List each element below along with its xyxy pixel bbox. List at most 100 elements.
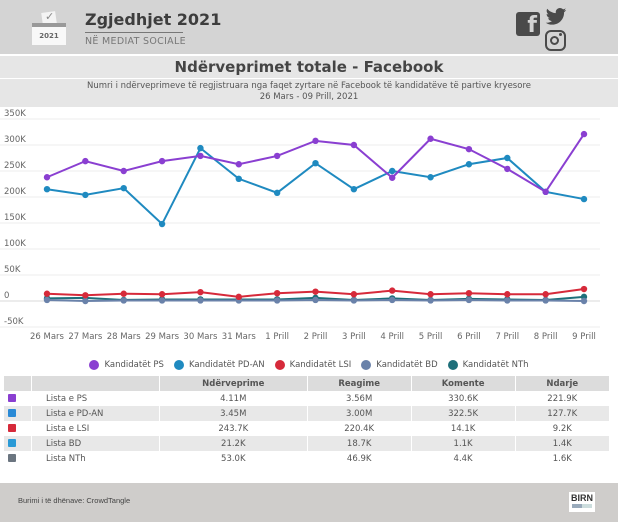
- brand-divider: [85, 32, 183, 33]
- x-tick-label: 6 Prill: [457, 332, 481, 342]
- data-point[interactable]: [82, 292, 89, 299]
- data-point[interactable]: [43, 186, 51, 193]
- ballot-year: 2021: [32, 27, 66, 45]
- series-kandidat-t-ps: [43, 130, 588, 195]
- legend-item[interactable]: Kandidatët LSI: [274, 360, 351, 370]
- data-point[interactable]: [158, 157, 166, 165]
- data-point[interactable]: [120, 297, 127, 304]
- data-point[interactable]: [43, 290, 51, 297]
- table-header-reactions[interactable]: Reagime: [306, 376, 412, 391]
- data-point[interactable]: [43, 174, 51, 181]
- data-point[interactable]: [580, 130, 588, 138]
- data-point[interactable]: [542, 297, 549, 304]
- x-tick-label: 29 Mars: [145, 332, 180, 342]
- data-point[interactable]: [427, 297, 434, 304]
- table-header-interactions[interactable]: Ndërveprime: [158, 376, 308, 391]
- twitter-icon[interactable]: [545, 8, 567, 25]
- data-point[interactable]: [427, 291, 434, 298]
- data-point[interactable]: [273, 152, 281, 160]
- instagram-icon[interactable]: [545, 30, 566, 51]
- data-point[interactable]: [312, 160, 319, 167]
- table-cell-reactions: 3.00M: [306, 406, 412, 421]
- chart-series: [43, 130, 588, 305]
- data-point[interactable]: [427, 135, 434, 142]
- data-point[interactable]: [120, 167, 127, 175]
- legend-item[interactable]: Kandidatët NTh: [447, 360, 529, 370]
- table-cell-comments: 322.5K: [410, 406, 516, 421]
- data-point[interactable]: [235, 161, 242, 168]
- data-point[interactable]: [82, 297, 89, 305]
- bd-logo-icon: [8, 439, 16, 447]
- legend-item[interactable]: Kandidatët PS: [89, 360, 164, 370]
- x-tick-label: 30 Mars: [183, 332, 218, 342]
- legend-item[interactable]: Kandidatët PD-AN: [173, 360, 265, 370]
- data-point[interactable]: [389, 287, 396, 294]
- data-point[interactable]: [312, 296, 319, 304]
- data-point[interactable]: [504, 291, 511, 298]
- data-point[interactable]: [197, 288, 204, 296]
- table-cell-reactions: 220.4K: [306, 421, 412, 436]
- legend-label: Kandidatët BD: [376, 360, 438, 370]
- table-header-name: [30, 376, 160, 391]
- data-point[interactable]: [504, 165, 511, 173]
- table-cell-name: Lista e PD-AN: [30, 406, 160, 421]
- data-point[interactable]: [82, 157, 89, 165]
- data-point[interactable]: [504, 297, 511, 304]
- table-header-shares[interactable]: Ndarje: [514, 376, 609, 391]
- data-point[interactable]: [273, 297, 281, 304]
- data-point[interactable]: [350, 291, 358, 298]
- data-point[interactable]: [542, 188, 549, 195]
- data-point[interactable]: [389, 174, 396, 181]
- data-point[interactable]: [235, 293, 242, 301]
- table-row: Lista e PS 4.11M 3.56M 330.6K 221.9K: [3, 391, 609, 406]
- data-point[interactable]: [197, 152, 204, 160]
- data-point[interactable]: [427, 174, 434, 181]
- facebook-icon[interactable]: f: [516, 12, 540, 36]
- data-point[interactable]: [197, 297, 204, 304]
- data-point[interactable]: [350, 297, 358, 304]
- data-point[interactable]: [389, 167, 396, 175]
- legend-label: Kandidatët PD-AN: [188, 360, 265, 370]
- table-cell-reactions: 3.56M: [306, 391, 412, 406]
- table-cell-comments: 14.1K: [410, 421, 516, 436]
- chart-grid: [0, 118, 600, 328]
- data-point[interactable]: [158, 297, 166, 304]
- data-point[interactable]: [580, 297, 588, 305]
- data-point[interactable]: [350, 186, 358, 193]
- data-point[interactable]: [120, 290, 127, 297]
- data-point[interactable]: [235, 175, 242, 182]
- table-cell-interactions: 243.7K: [158, 421, 308, 436]
- data-point[interactable]: [273, 290, 281, 297]
- data-point[interactable]: [197, 144, 204, 152]
- data-point[interactable]: [465, 296, 473, 304]
- data-point[interactable]: [465, 145, 473, 153]
- data-point[interactable]: [389, 296, 396, 304]
- data-point[interactable]: [465, 290, 473, 297]
- table-cell-interactions: 21.2K: [158, 436, 308, 451]
- y-tick-label: 200K: [4, 187, 26, 197]
- x-tick-label: 31 Mars: [222, 332, 257, 342]
- data-point[interactable]: [273, 189, 281, 197]
- data-point[interactable]: [312, 137, 319, 145]
- data-point[interactable]: [158, 291, 166, 298]
- data-point[interactable]: [465, 161, 473, 168]
- data-point[interactable]: [312, 288, 319, 295]
- table-cell-shares: 9.2K: [514, 421, 609, 436]
- data-point[interactable]: [504, 154, 511, 162]
- data-point[interactable]: [350, 141, 358, 149]
- chart-subtitle: Numri i ndërveprimeve të regjistruara ng…: [87, 81, 531, 91]
- y-tick-label: 100K: [4, 239, 26, 249]
- footer: Burimi i të dhënave: CrowdTangle BIRN: [0, 483, 618, 522]
- data-point[interactable]: [580, 285, 588, 293]
- table-cell-shares: 1.6K: [514, 451, 609, 466]
- data-point[interactable]: [120, 184, 127, 192]
- legend-item[interactable]: Kandidatët BD: [361, 360, 438, 370]
- legend-marker-icon: [173, 360, 184, 370]
- data-point[interactable]: [82, 191, 89, 199]
- data-point[interactable]: [158, 220, 166, 228]
- data-point[interactable]: [580, 195, 588, 203]
- table-cell-name: Lista NTh: [30, 451, 160, 466]
- data-point[interactable]: [542, 291, 549, 298]
- table-header-comments[interactable]: Komente: [410, 376, 516, 391]
- data-point[interactable]: [43, 296, 51, 304]
